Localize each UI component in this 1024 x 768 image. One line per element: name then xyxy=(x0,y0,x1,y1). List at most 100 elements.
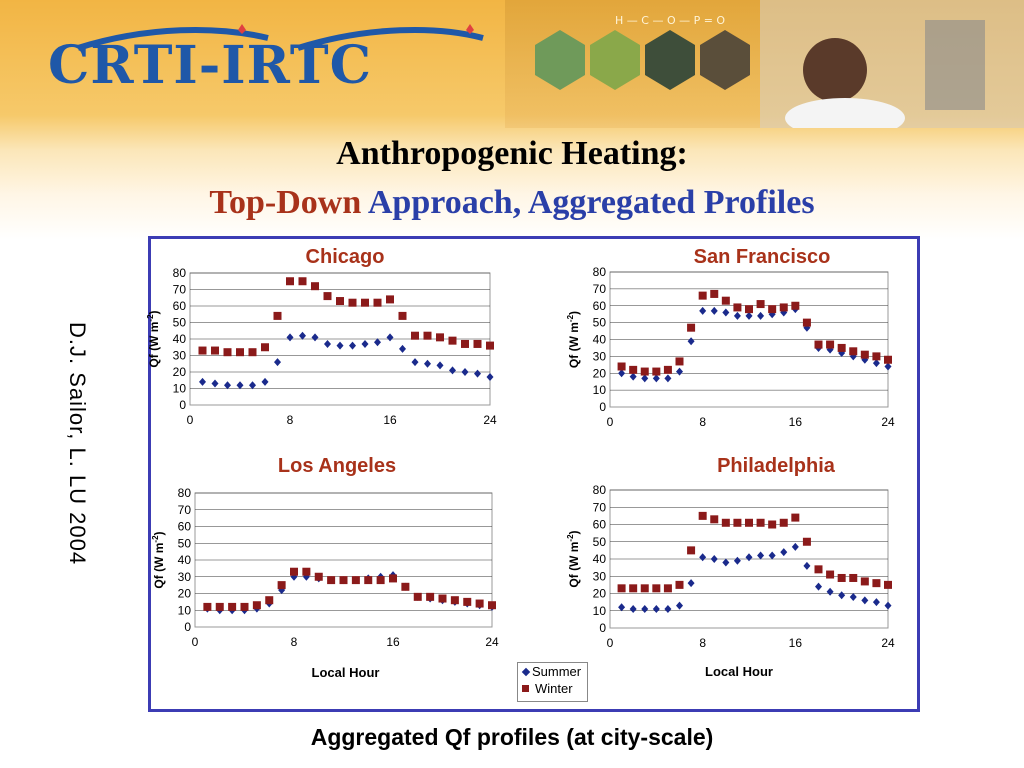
summer-point xyxy=(745,553,753,562)
winter-point xyxy=(336,297,344,306)
x-tick-label: 8 xyxy=(287,413,294,427)
summer-point xyxy=(803,561,811,570)
summer-point xyxy=(768,551,776,560)
winter-point xyxy=(211,346,219,355)
y-tick-label: 70 xyxy=(178,503,192,517)
summer-point xyxy=(641,374,649,383)
summer-point xyxy=(652,374,660,383)
y-tick-label: 40 xyxy=(593,333,607,347)
summer-point xyxy=(791,542,799,551)
winter-point xyxy=(617,584,626,593)
leaf-hex-icon xyxy=(535,30,585,90)
y-tick-label: 50 xyxy=(593,535,607,549)
summer-point xyxy=(261,377,269,386)
winter-point xyxy=(314,572,323,581)
winter-point xyxy=(423,331,432,340)
summer-point xyxy=(815,582,822,591)
chart-philadelphia: Philadelphia 0 10 20 30 40 50 60 70 80 0 8 16 24 Qf (W… xyxy=(566,455,895,679)
winter-point xyxy=(826,340,835,349)
y-tick-label: 80 xyxy=(593,483,607,497)
winter-point xyxy=(791,513,800,522)
summer-point xyxy=(249,381,256,390)
y-tick-label: 30 xyxy=(173,349,187,363)
summer-point xyxy=(884,601,892,610)
winter-point xyxy=(849,347,858,356)
summer-point xyxy=(664,374,672,383)
winter-point xyxy=(768,305,777,314)
x-tick-label: 24 xyxy=(881,415,895,429)
summer-point xyxy=(618,603,626,612)
summer-point xyxy=(722,308,730,317)
winter-point xyxy=(652,584,661,593)
winter-point xyxy=(721,296,730,305)
summer-point xyxy=(224,381,231,390)
x-axis-title: Local Hour xyxy=(705,664,773,679)
summer-point xyxy=(872,598,880,607)
x-axis-title: Local Hour xyxy=(312,665,380,680)
winter-point xyxy=(779,303,788,312)
summer-point xyxy=(236,381,244,390)
winter-point xyxy=(248,348,257,357)
title-approach: Approach, Aggregated Profiles xyxy=(367,184,815,221)
summer-point xyxy=(299,331,306,340)
y-tick-label: 60 xyxy=(178,520,192,534)
winter-point xyxy=(745,518,753,527)
winter-point xyxy=(252,601,261,610)
y-tick-label: 10 xyxy=(593,604,607,618)
chart-title: Philadelphia xyxy=(717,455,836,477)
winter-point xyxy=(265,596,274,605)
photo-collage: H — C — O — P = O xyxy=(505,0,1024,128)
summer-point xyxy=(211,379,219,388)
winter-point xyxy=(436,333,444,342)
summer-point xyxy=(618,369,626,378)
winter-point xyxy=(710,515,719,524)
summer-point xyxy=(461,368,469,376)
winter-point xyxy=(327,576,336,585)
summer-point xyxy=(374,338,381,347)
winter-point xyxy=(814,340,823,349)
winter-point xyxy=(617,362,626,371)
winter-point xyxy=(277,581,286,590)
winter-point xyxy=(640,584,649,593)
winter-point xyxy=(463,597,472,606)
summer-point xyxy=(324,339,331,348)
winter-point xyxy=(448,336,457,345)
y-tick-label: 50 xyxy=(593,316,607,330)
winter-point xyxy=(398,311,407,320)
summer-point xyxy=(710,306,718,315)
winter-point xyxy=(261,343,269,352)
winter-point xyxy=(884,580,892,589)
winter-point xyxy=(756,300,765,309)
x-tick-label: 24 xyxy=(881,636,895,650)
summer-point xyxy=(424,359,431,368)
summer-point xyxy=(349,341,356,350)
summer-point xyxy=(745,311,753,320)
winter-point xyxy=(311,282,319,291)
chart-title: Los Angeles xyxy=(278,455,396,477)
winter-point xyxy=(860,350,869,359)
winter-point xyxy=(837,343,846,352)
summer-point xyxy=(311,333,319,342)
x-tick-label: 0 xyxy=(192,635,199,649)
winter-point xyxy=(373,298,382,307)
crti-irtc-logo: CRTI-IRTC xyxy=(48,24,484,100)
winter-point xyxy=(450,596,459,605)
y-tick-label: 30 xyxy=(178,570,192,584)
y-axis-title: Qf (W m-2) xyxy=(566,311,581,368)
summer-point xyxy=(336,341,344,350)
winter-point xyxy=(721,518,730,527)
x-tick-label: 16 xyxy=(383,413,397,427)
x-tick-label: 0 xyxy=(607,415,614,429)
y-tick-label: 40 xyxy=(593,552,607,566)
legend-winter-label: Winter xyxy=(535,681,573,696)
winter-point xyxy=(791,301,800,310)
winter-point xyxy=(290,567,298,576)
winter-point xyxy=(640,367,649,376)
winter-point xyxy=(663,584,672,593)
winter-point xyxy=(837,573,846,582)
summer-point xyxy=(629,605,637,614)
winter-point xyxy=(488,601,496,610)
summer-point xyxy=(411,358,419,367)
summer-point xyxy=(652,605,660,614)
winter-point xyxy=(413,592,422,601)
